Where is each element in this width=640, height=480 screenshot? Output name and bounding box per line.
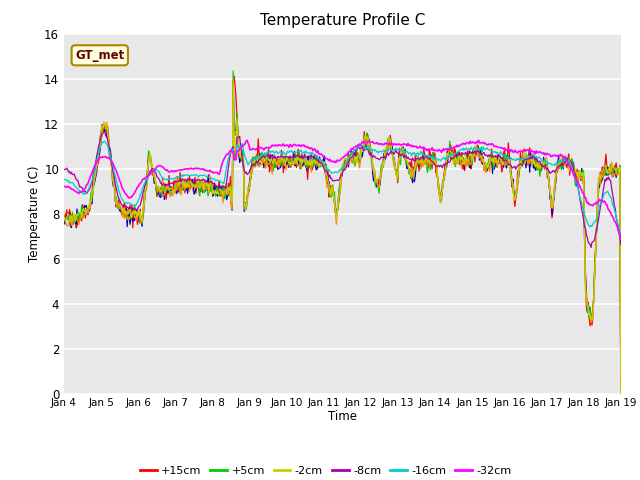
- Line: -16cm: -16cm: [64, 142, 621, 239]
- -8cm: [159, 181, 167, 187]
- -8cm: [588, 244, 595, 250]
- Text: GT_met: GT_met: [75, 49, 124, 62]
- -32cm: [480, 140, 488, 145]
- -32cm: [388, 142, 396, 147]
- Legend: +15cm, +10cm, +5cm, 0cm, -2cm, -8cm, -16cm, -32cm: +15cm, +10cm, +5cm, 0cm, -2cm, -8cm, -16…: [136, 462, 516, 480]
- +15cm: [617, 389, 625, 395]
- 0cm: [229, 80, 237, 86]
- -2cm: [159, 178, 166, 184]
- +10cm: [389, 154, 397, 160]
- Line: -32cm: -32cm: [64, 140, 621, 238]
- +5cm: [433, 164, 440, 169]
- -8cm: [100, 129, 108, 135]
- +5cm: [389, 154, 397, 159]
- +10cm: [617, 387, 625, 393]
- -16cm: [389, 147, 397, 153]
- X-axis label: Time: Time: [328, 410, 357, 423]
- -32cm: [159, 164, 166, 170]
- -16cm: [617, 236, 625, 242]
- -16cm: [480, 146, 488, 152]
- -2cm: [617, 391, 625, 397]
- -2cm: [480, 164, 488, 170]
- +5cm: [480, 162, 488, 168]
- +10cm: [204, 188, 211, 193]
- +10cm: [433, 167, 440, 172]
- -16cm: [313, 154, 321, 159]
- -8cm: [60, 167, 68, 172]
- 0cm: [389, 158, 397, 164]
- -32cm: [312, 148, 320, 154]
- +5cm: [159, 187, 166, 193]
- -32cm: [475, 137, 483, 143]
- -2cm: [204, 184, 211, 190]
- -32cm: [60, 183, 68, 189]
- +15cm: [480, 167, 488, 172]
- 0cm: [60, 211, 68, 217]
- 0cm: [313, 161, 321, 167]
- Y-axis label: Temperature (C): Temperature (C): [28, 165, 42, 262]
- +10cm: [229, 76, 237, 82]
- -2cm: [313, 158, 321, 164]
- +15cm: [60, 213, 68, 218]
- -2cm: [389, 152, 397, 157]
- +15cm: [230, 73, 238, 79]
- Line: -2cm: -2cm: [64, 79, 621, 394]
- -16cm: [159, 175, 167, 181]
- -32cm: [617, 235, 625, 241]
- -16cm: [60, 177, 68, 182]
- +10cm: [480, 162, 488, 168]
- Line: +10cm: +10cm: [64, 79, 621, 390]
- +15cm: [389, 152, 397, 157]
- -8cm: [204, 180, 212, 185]
- +5cm: [204, 185, 211, 191]
- +5cm: [617, 392, 625, 397]
- Line: +15cm: +15cm: [64, 76, 621, 392]
- Line: -8cm: -8cm: [64, 132, 621, 247]
- +15cm: [433, 171, 440, 177]
- Line: +5cm: +5cm: [64, 71, 621, 395]
- -16cm: [433, 156, 440, 161]
- Title: Temperature Profile C: Temperature Profile C: [260, 13, 425, 28]
- 0cm: [433, 171, 440, 177]
- -2cm: [60, 217, 68, 223]
- 0cm: [159, 193, 166, 199]
- 0cm: [480, 168, 488, 174]
- -16cm: [100, 139, 108, 144]
- +15cm: [313, 153, 321, 158]
- +5cm: [60, 216, 68, 222]
- -8cm: [313, 157, 321, 163]
- -2cm: [433, 161, 440, 167]
- +10cm: [159, 193, 166, 199]
- Line: 0cm: 0cm: [64, 83, 621, 396]
- -2cm: [229, 76, 237, 82]
- 0cm: [617, 393, 625, 398]
- +10cm: [60, 215, 68, 220]
- -8cm: [480, 150, 488, 156]
- +5cm: [313, 161, 321, 167]
- +5cm: [229, 68, 237, 74]
- -16cm: [204, 174, 212, 180]
- -32cm: [432, 147, 440, 153]
- -32cm: [204, 168, 211, 174]
- 0cm: [204, 186, 211, 192]
- -8cm: [433, 164, 440, 169]
- -8cm: [389, 150, 397, 156]
- +15cm: [159, 176, 166, 181]
- +15cm: [204, 180, 211, 186]
- +10cm: [313, 167, 321, 173]
- -8cm: [617, 242, 625, 248]
